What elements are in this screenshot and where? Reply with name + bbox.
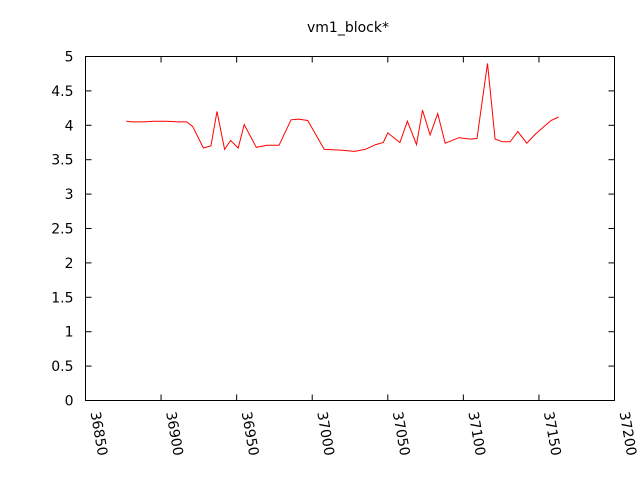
x-tick-label: 36950 (238, 410, 261, 457)
y-tick-label: 2 (65, 256, 74, 272)
y-tick-label: 4 (65, 118, 74, 134)
x-axis: 36850 36900 36950 37000 37050 37100 37150 37200 (85, 56, 639, 457)
x-tick-label: 37050 (389, 410, 412, 457)
y-tick-label: 5 (65, 50, 74, 66)
y-tick-label: 1 (65, 325, 74, 341)
y-tick-label: 0.5 (51, 359, 73, 375)
series-layer (126, 63, 559, 152)
x-tick-label: 37100 (464, 410, 487, 457)
y-tick-label: 2.5 (51, 222, 73, 238)
x-tick-label: 37000 (313, 410, 336, 457)
x-tick-label: 36900 (162, 410, 185, 457)
y-tick-label: 4.5 (51, 84, 73, 100)
y-tick-label: 3 (65, 187, 74, 203)
series-line (126, 63, 559, 152)
x-tick-label: 37150 (540, 410, 563, 457)
plot-frame (85, 56, 615, 401)
y-tick-label: 1.5 (51, 290, 73, 306)
chart-title: vm1_block* (307, 20, 389, 36)
x-tick-label: 36850 (87, 410, 110, 457)
y-axis: 0 0.5 1 1.5 2 2.5 3 3.5 4 4.5 5 (51, 50, 615, 410)
y-tick-label: 0 (65, 394, 74, 410)
y-tick-label: 3.5 (51, 153, 73, 169)
x-tick-label: 37200 (616, 410, 639, 457)
